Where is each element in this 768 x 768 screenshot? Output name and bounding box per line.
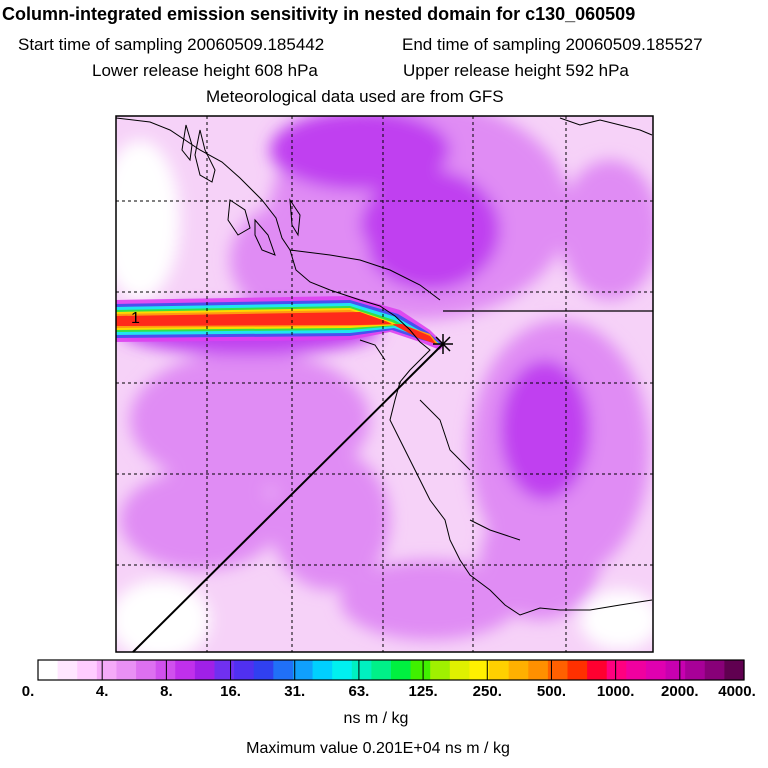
colorbar-tick-label: 8. — [160, 683, 173, 700]
met-data-source: Meteorological data used are from GFS — [206, 87, 504, 106]
map-gridlines — [116, 116, 653, 652]
colorbar-tick-label: 250. — [472, 683, 502, 700]
colorbar-tick-label: 16. — [220, 683, 241, 700]
colorbar-tick-label: 4. — [95, 683, 109, 700]
colorbar-swatch — [567, 660, 588, 680]
colorbar-swatch — [665, 660, 686, 680]
colorbar-swatch — [587, 660, 608, 680]
colorbar-swatch — [38, 660, 59, 680]
sensitivity-field — [116, 116, 653, 652]
lower-release-height: Lower release height 608 hPa — [92, 61, 318, 80]
colorbar-swatch — [489, 660, 510, 680]
colorbar-swatch — [234, 660, 255, 680]
colorbar-tick-label: 125. — [408, 683, 438, 700]
flight-track — [132, 343, 444, 653]
colorbar-swatch — [194, 660, 216, 680]
colorbar-swatch — [704, 660, 725, 680]
colorbar-swatch — [312, 660, 333, 680]
colorbar-swatch — [724, 660, 745, 680]
colorbar-swatch — [292, 660, 314, 680]
colorbar-swatch — [449, 660, 471, 680]
colorbar-swatch — [253, 660, 274, 680]
release-label: 1 — [131, 310, 140, 327]
colorbar-tick-label: 1000. — [596, 683, 635, 700]
emission-plume — [116, 296, 445, 350]
colorbar-swatch — [371, 660, 392, 680]
colorbar-swatch — [57, 660, 78, 680]
colorbar-swatch — [273, 660, 294, 680]
colorbar-tick-label: 31. — [284, 683, 306, 700]
colorbar-swatch — [175, 660, 196, 680]
colorbar-swatch — [116, 660, 137, 680]
map-frame — [115, 115, 654, 653]
colorbar-swatch — [410, 660, 431, 680]
maximum-value: Maximum value 0.201E+04 ns m / kg — [246, 740, 510, 757]
colorbar — [38, 660, 745, 680]
colorbar-tick-label: 500. — [536, 683, 567, 700]
colorbar-swatch — [469, 660, 490, 680]
end-time: End time of sampling 20060509.185527 — [402, 35, 703, 54]
coastline — [116, 117, 653, 616]
colorbar-swatch — [77, 660, 98, 680]
colorbar-swatch — [508, 660, 529, 680]
colorbar-swatch — [606, 660, 627, 680]
figure-title: Column-integrated emission sensitivity i… — [2, 4, 636, 24]
colorbar-swatch — [528, 660, 549, 680]
colorbar-swatch — [351, 660, 372, 680]
colorbar-tick-label: 2000. — [661, 683, 699, 700]
colorbar-swatch — [645, 660, 667, 680]
colorbar-swatch — [155, 660, 176, 680]
colorbar-tick-label: 4000. — [718, 683, 756, 700]
colorbar-units: ns m / kg — [343, 710, 409, 727]
release-point-marker — [433, 334, 453, 354]
upper-release-height: Upper release height 592 hPa — [403, 61, 629, 80]
colorbar-tick-label: 63. — [348, 683, 370, 700]
colorbar-swatch — [547, 660, 569, 680]
colorbar-tick-label: 0. — [21, 683, 35, 700]
start-time: Start time of sampling 20060509.185442 — [18, 35, 325, 54]
colorbar-swatch — [332, 660, 353, 680]
colorbar-swatch — [685, 660, 706, 680]
colorbar-swatch — [214, 660, 235, 680]
colorbar-swatch — [96, 660, 118, 680]
colorbar-frame — [37, 659, 745, 681]
colorbar-swatch — [430, 660, 451, 680]
colorbar-swatch — [391, 660, 412, 680]
colorbar-swatch — [136, 660, 157, 680]
colorbar-swatch — [626, 660, 647, 680]
